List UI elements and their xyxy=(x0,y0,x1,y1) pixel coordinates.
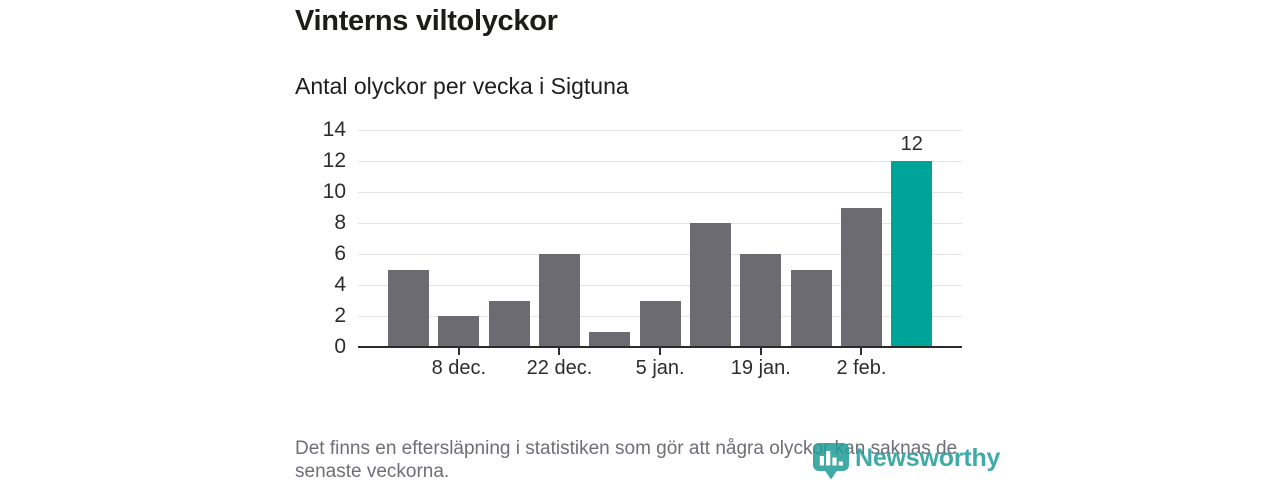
x-tick-label: 5 jan. xyxy=(635,357,685,379)
x-axis-tick xyxy=(457,346,460,355)
x-axis-tick xyxy=(860,346,863,355)
footer-note-line-2: senaste veckorna. xyxy=(295,461,450,482)
bar xyxy=(589,331,631,347)
bar xyxy=(740,254,782,347)
bar xyxy=(840,207,882,347)
y-tick-label: 6 xyxy=(334,242,346,265)
y-tick-label: 4 xyxy=(334,273,346,296)
newsworthy-logo-icon xyxy=(813,443,849,480)
footer-note: Det finns en eftersläpning i statistiken… xyxy=(295,437,957,483)
bar xyxy=(438,316,480,347)
bar xyxy=(538,254,580,347)
bar-highlighted xyxy=(891,161,933,347)
x-tick-label: 22 dec. xyxy=(526,357,593,379)
bar xyxy=(388,269,429,347)
x-tick-label: 2 feb. xyxy=(836,357,887,379)
bar xyxy=(488,300,530,347)
x-axis-tick xyxy=(659,346,662,355)
plot-area: 8 dec. 22 dec. 5 jan. 19 jan. 2 feb. 12 xyxy=(358,129,962,379)
gridline xyxy=(358,222,962,224)
y-tick-label: 8 xyxy=(334,211,346,234)
x-axis-tick xyxy=(558,346,561,355)
footer-note-line-1: Det finns en eftersläpning i statistiken… xyxy=(295,438,958,459)
gridline xyxy=(358,191,962,193)
chart-subtitle: Antal olyckor per vecka i Sigtuna xyxy=(295,73,629,99)
gridline xyxy=(358,129,962,131)
bar xyxy=(790,269,832,347)
y-tick-label: 10 xyxy=(322,180,346,203)
newsworthy-logo-text: Newsworthy xyxy=(855,444,1001,472)
y-axis-labels: 0 2 4 6 8 10 12 14 xyxy=(281,118,346,358)
bar xyxy=(689,223,731,347)
bar-value-label: 12 xyxy=(900,133,923,155)
gridline xyxy=(358,253,962,255)
y-tick-label: 2 xyxy=(334,304,346,327)
bar xyxy=(639,300,681,347)
x-axis-tick xyxy=(759,346,762,355)
y-tick-label: 0 xyxy=(334,335,346,358)
gridline xyxy=(358,160,962,162)
gridline xyxy=(358,284,962,286)
y-tick-label: 14 xyxy=(322,118,346,141)
x-tick-label: 19 jan. xyxy=(730,357,791,379)
y-tick-label: 12 xyxy=(322,149,346,172)
x-tick-label: 8 dec. xyxy=(431,357,487,379)
chart-title: Vinterns viltolyckor xyxy=(295,5,558,37)
newsworthy-logo: Newsworthy xyxy=(812,442,1000,480)
